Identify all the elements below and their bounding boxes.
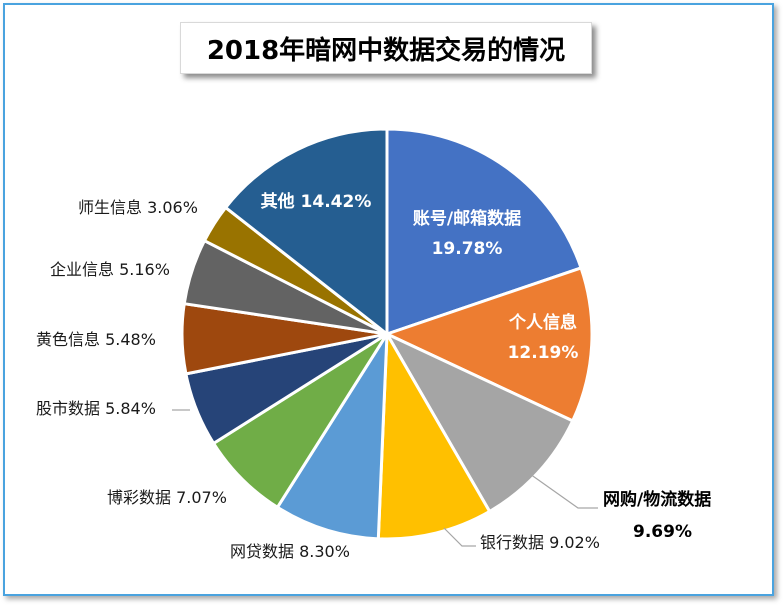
pie-slice [376, 332, 492, 541]
slice-label: 企业信息 5.16% [50, 260, 170, 279]
chart-title-box: 2018年暗网中数据交易的情况 [180, 22, 592, 74]
slice-label-name: 账号/邮箱数据 [413, 208, 521, 229]
slice-label: 股市数据 5.84% [36, 399, 156, 418]
slice-label-percent: 12.19% [508, 343, 579, 363]
slice-label: 其他 14.42% [261, 191, 372, 212]
pie-slice [385, 332, 575, 513]
pie-slice [224, 127, 389, 336]
pie-slice [275, 332, 389, 541]
slice-label: 师生信息 3.06% [78, 198, 198, 217]
slice-label: 网贷数据 8.30% [230, 542, 350, 561]
slice-label: 博彩数据 7.07% [107, 488, 227, 507]
leader-line [443, 527, 476, 547]
slice-label-name: 个人信息 [508, 312, 577, 333]
pie-slice [385, 127, 583, 336]
pie-slice [385, 266, 594, 423]
slice-label-percent: 19.78% [432, 239, 503, 259]
chart-title: 2018年暗网中数据交易的情况 [206, 35, 566, 66]
slice-label-name: 网购/物流数据 [603, 489, 711, 510]
slice-label: 银行数据 9.02% [480, 533, 600, 552]
leader-line [529, 473, 598, 509]
slice-label: 黄色信息 5.48% [36, 330, 156, 349]
slice-label-percent: 9.69% [633, 522, 692, 542]
